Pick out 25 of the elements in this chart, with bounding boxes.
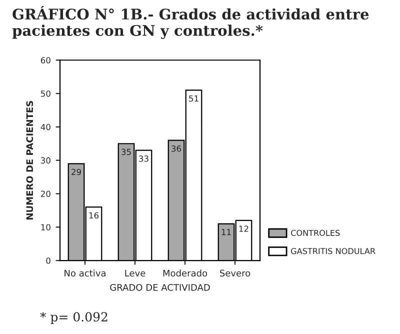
data-label: 33 (139, 155, 148, 162)
x-tick-label: No activa (64, 270, 106, 277)
x-tick-label: Severo (220, 270, 250, 277)
y-tick-label: 20 (40, 190, 50, 198)
legend-label: CONTROLES (291, 230, 340, 236)
data-label: 11 (222, 229, 231, 236)
y-tick-label: 0 (46, 258, 50, 264)
data-label: 36 (172, 145, 182, 152)
y-tick-label: 10 (41, 224, 50, 230)
x-axis-title: GRADO DE ACTIVIDAD (110, 284, 210, 291)
y-tick-label: 40 (40, 124, 50, 130)
data-label: 51 (189, 95, 198, 102)
data-label: 16 (89, 212, 99, 219)
y-axis-title: NUMERO DE PACIENTES (26, 101, 34, 220)
y-tick-label: 60 (40, 57, 50, 64)
x-tick-label: Leve (125, 270, 146, 277)
y-tick-label: 30 (41, 157, 50, 164)
chart-title: GRÁFICO N° 1B.- Grados de actividad entre pacientes con GN y controles.* (12, 6, 369, 39)
y-tick-label: 50 (41, 90, 50, 97)
legend-label: GASTRITIS NODULAR (291, 248, 376, 254)
x-tick-label: Moderado (163, 270, 208, 277)
text: * p= 0.092 (40, 312, 108, 324)
data-label: 12 (239, 226, 248, 232)
data-label: 35 (122, 148, 131, 156)
data-label: 29 (72, 168, 81, 176)
